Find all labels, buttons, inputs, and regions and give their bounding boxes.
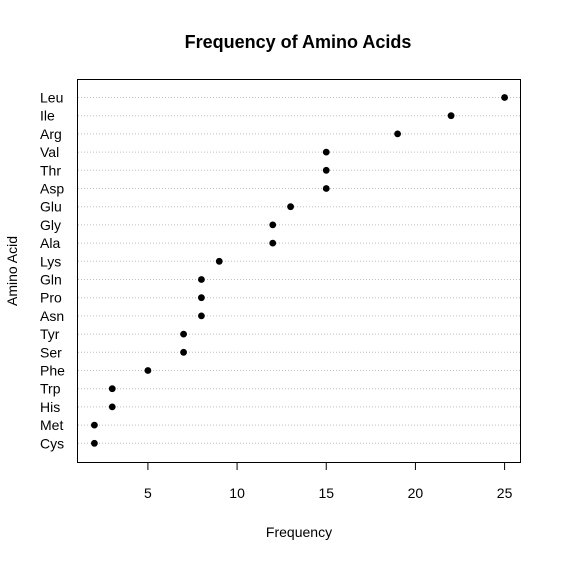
category-label-gly: Gly <box>40 217 61 233</box>
category-label-leu: Leu <box>40 90 63 106</box>
chart-title: Frequency of Amino Acids <box>185 32 412 52</box>
data-point-pro <box>198 294 205 302</box>
x-tick-label-5: 5 <box>144 485 152 501</box>
grid-lines <box>78 97 521 444</box>
x-tick-label-25: 25 <box>497 485 513 501</box>
x-axis-label: Frequency <box>266 524 332 540</box>
data-point-gln <box>198 276 205 283</box>
data-point-ile <box>447 112 455 120</box>
data-point-ala <box>269 239 277 247</box>
data-point-val <box>322 148 330 156</box>
data-points <box>91 94 508 447</box>
data-point-cys <box>91 439 98 447</box>
data-point-his <box>108 403 116 411</box>
data-point-asn <box>198 312 205 320</box>
category-label-met: Met <box>40 417 63 433</box>
category-label-lys: Lys <box>40 253 61 269</box>
data-point-arg <box>394 130 401 138</box>
data-point-met <box>91 421 98 429</box>
plot-frame <box>77 79 521 463</box>
category-label-cys: Cys <box>40 435 64 451</box>
data-point-leu <box>501 94 508 101</box>
data-point-tyr <box>180 330 187 338</box>
category-label-ile: Ile <box>40 108 55 124</box>
data-point-asp <box>322 185 330 192</box>
category-labels: Leu Ile Arg Val Thr Asp Glu Gly Ala Lys Gln Pro Asn T… <box>40 90 65 452</box>
data-point-ser <box>180 348 187 356</box>
category-label-ala: Ala <box>40 235 60 251</box>
data-point-thr <box>322 166 330 174</box>
category-label-gln: Gln <box>40 272 62 288</box>
category-label-arg: Arg <box>40 126 62 142</box>
category-label-trp: Trp <box>40 381 61 397</box>
x-tick-label-15: 15 <box>318 485 334 501</box>
category-label-thr: Thr <box>40 162 61 178</box>
y-axis-label: Amino Acid <box>4 236 20 306</box>
category-label-phe: Phe <box>40 363 65 379</box>
category-label-glu: Glu <box>40 199 62 215</box>
category-label-val: Val <box>40 144 59 160</box>
x-axis: 5 10 15 20 25 <box>144 463 513 501</box>
category-label-pro: Pro <box>40 290 62 306</box>
data-point-lys <box>215 257 223 265</box>
category-label-tyr: Tyr <box>40 326 60 342</box>
x-tick-label-10: 10 <box>229 485 245 501</box>
data-point-gly <box>269 221 277 229</box>
x-tick-label-20: 20 <box>408 485 424 501</box>
category-label-ser: Ser <box>40 344 62 360</box>
data-point-glu <box>287 203 294 211</box>
data-point-phe <box>144 367 152 374</box>
category-label-asp: Asp <box>40 181 64 197</box>
data-point-trp <box>108 385 116 393</box>
category-label-asn: Asn <box>40 308 64 324</box>
category-label-his: His <box>40 399 60 415</box>
